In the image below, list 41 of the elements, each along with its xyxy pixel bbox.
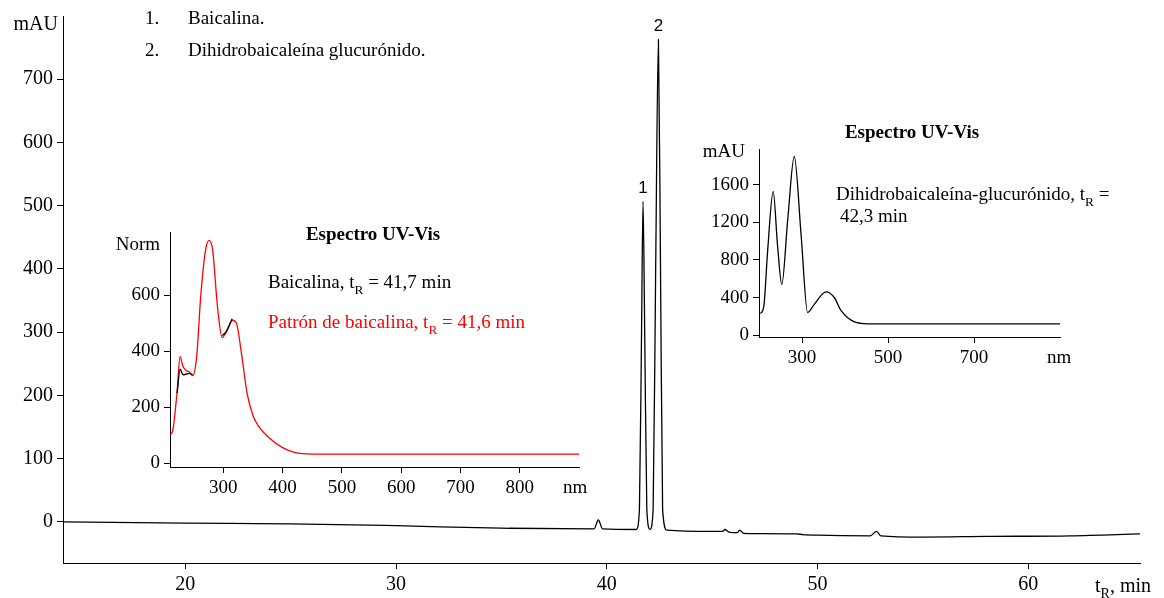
x-axis-title: nm: [563, 476, 588, 497]
y-tick-label: 100: [23, 445, 53, 468]
annotation: 2: [653, 16, 664, 36]
y-tick-label: 1200: [711, 210, 749, 232]
x-tick-label: 300: [787, 346, 817, 368]
text: 2. Dihidrobaicaleína glucurónido.: [145, 39, 426, 60]
y-tick-label: 800: [720, 247, 749, 269]
y-tick-label: 200: [23, 382, 53, 405]
y-tick-label: 400: [720, 285, 749, 307]
y-tick-label: 400: [23, 256, 53, 279]
x-tick-label: 20: [175, 572, 196, 595]
x-tick-label: 500: [873, 346, 903, 368]
y-tick-label: 1600: [711, 172, 749, 194]
y-tick-label: 300: [23, 319, 53, 342]
y-axis-title: mAU: [13, 12, 59, 34]
x-tick-label: 700: [446, 476, 475, 498]
x-axis-title: nm: [1047, 346, 1072, 367]
y-tick-label: 0: [43, 509, 53, 532]
x-tick-label: 50: [807, 572, 828, 595]
x-tick-label: 30: [386, 572, 407, 595]
x-tick-label: 400: [268, 476, 297, 498]
y-tick-label: 600: [131, 283, 160, 305]
x-tick-label: 700: [959, 346, 989, 368]
y-tick-label: 0: [150, 451, 160, 473]
chart-title: Espectro UV-Vis: [305, 223, 441, 244]
y-tick-label: 500: [23, 192, 53, 215]
x-tick-label: 600: [386, 476, 416, 498]
y-tick-label: 600: [23, 129, 53, 152]
x-tick-label: 800: [505, 476, 534, 498]
annotation: 1: [638, 178, 648, 198]
x-tick-label: 300: [209, 476, 238, 498]
chart-title: Espectro UV-Vis: [844, 121, 980, 142]
x-tick-label: 60: [1018, 572, 1039, 595]
y-axis-title: Norm: [115, 233, 161, 254]
x-tick-label: 500: [327, 476, 357, 498]
text: 1. Baicalina.: [145, 7, 265, 28]
y-tick-label: 200: [131, 395, 160, 417]
y-axis-title: mAU: [702, 140, 746, 161]
x-tick-label: 40: [596, 572, 617, 595]
y-tick-label: 0: [739, 323, 749, 345]
y-tick-label: 700: [23, 66, 53, 89]
